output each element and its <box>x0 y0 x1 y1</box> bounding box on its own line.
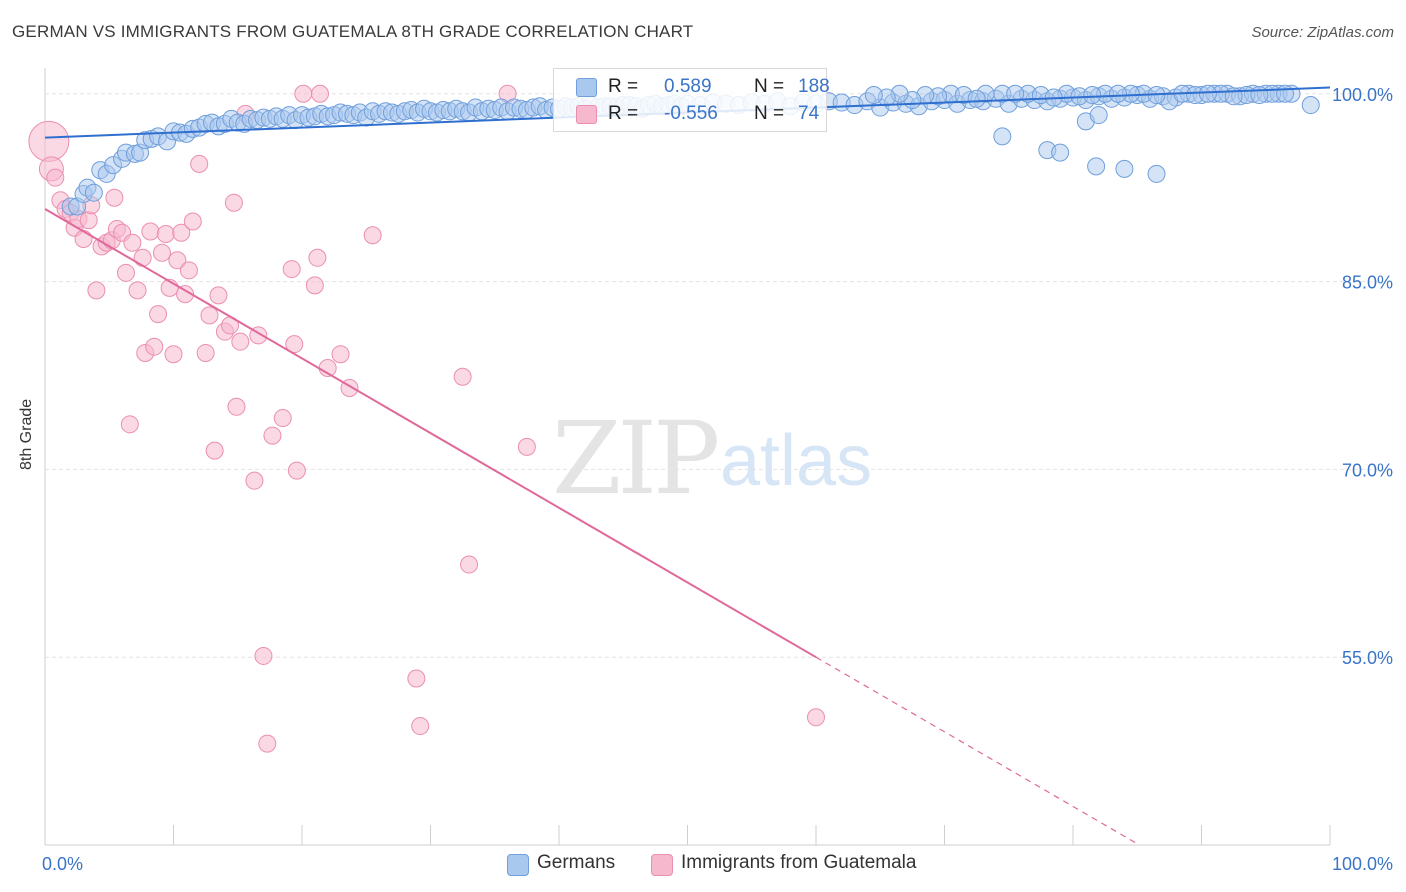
guatemala-point <box>46 168 65 187</box>
guatemala-point <box>141 222 160 241</box>
guatemala-point <box>200 306 219 325</box>
correlation-legend: R = 0.589 N = 188 R = -0.556 N = 74 <box>553 68 830 132</box>
guatemala-point <box>363 226 382 245</box>
legend-r-label: R = <box>608 76 639 97</box>
guatemala-point <box>308 248 327 267</box>
guatemala-point <box>28 120 70 162</box>
guatemala-point <box>460 555 479 574</box>
guatemala-point <box>231 332 250 351</box>
germans-point <box>1051 143 1070 162</box>
guatemala-point <box>282 260 301 279</box>
guatemala-point <box>227 397 246 416</box>
guatemala-point <box>105 188 124 207</box>
guatemala-point <box>254 646 273 665</box>
guatemala-point <box>517 437 536 456</box>
guatemala-point <box>263 426 282 445</box>
germans-point <box>1087 157 1106 176</box>
y-tick-label: 100.0% <box>1332 85 1393 105</box>
guatemala-point <box>205 441 224 460</box>
legend-n-label: N = <box>754 103 785 124</box>
watermark-zip: ZIP <box>552 400 720 517</box>
guatemala-point <box>145 337 164 356</box>
guatemala-point <box>152 243 171 262</box>
guatemala-point <box>87 281 106 300</box>
germans-point <box>1115 159 1134 178</box>
guatemala-trend-line <box>44 208 817 659</box>
guatemala-trend-extension <box>815 656 1138 845</box>
germans-point <box>1198 84 1217 103</box>
germans-point <box>1301 96 1320 115</box>
guatemala-point <box>273 409 292 428</box>
bottom-legend-swatch-germans <box>507 854 529 876</box>
guatemala-point <box>168 251 187 270</box>
x-tick-label: 100.0% <box>1332 854 1393 874</box>
y-tick-label: 55.0% <box>1342 648 1393 668</box>
guatemala-point <box>310 84 329 103</box>
guatemala-point <box>179 261 198 280</box>
guatemala-point <box>407 669 426 688</box>
tick-labels: 100.0% 85.0% 70.0% 55.0% 0.0% 100.0% <box>42 85 1393 874</box>
germans-point <box>1276 84 1295 103</box>
germans-point <box>1089 106 1108 125</box>
x-tick-label: 0.0% <box>42 854 83 874</box>
guatemala-point <box>133 248 152 267</box>
guatemala-point <box>287 461 306 480</box>
germans-point <box>1108 84 1127 103</box>
guatemala-point <box>164 345 183 364</box>
guatemala-point <box>331 345 350 364</box>
chart-title: GERMAN VS IMMIGRANTS FROM GUATEMALA 8TH … <box>12 22 694 41</box>
guatemala-point <box>74 230 93 249</box>
guatemala-point <box>176 285 195 304</box>
guatemala-point <box>245 471 264 490</box>
germans-point <box>967 89 986 108</box>
guatemala-point <box>123 233 142 252</box>
bottom-legend-swatch-guatemala <box>651 854 673 876</box>
chart-source: Source: ZipAtlas.com <box>1251 24 1394 41</box>
germans-point <box>1147 164 1166 183</box>
legend-swatch-germans <box>576 78 597 97</box>
guatemala-point <box>172 223 191 242</box>
guatemala-point <box>156 225 175 244</box>
legend-r-label: R = <box>608 103 639 124</box>
guatemala-point <box>196 343 215 362</box>
guatemala-point <box>183 212 202 231</box>
grid-layer <box>45 93 1390 658</box>
y-tick-label: 70.0% <box>1342 460 1393 480</box>
watermark-atlas: atlas <box>720 421 873 501</box>
germans-point <box>1006 84 1025 103</box>
legend-n-value: 188 <box>798 76 830 97</box>
bottom-legend-label-guatemala: Immigrants from Guatemala <box>681 852 917 873</box>
bottom-legend-label-germans: Germans <box>537 852 616 873</box>
guatemala-point <box>807 708 825 727</box>
legend-n-value: 74 <box>798 103 820 124</box>
guatemala-points <box>28 84 825 753</box>
guatemala-point <box>120 415 139 434</box>
guatemala-point <box>128 281 147 300</box>
germans-point <box>864 86 883 105</box>
germans-point <box>1083 86 1102 105</box>
germans-point <box>84 183 103 202</box>
legend-r-value: 0.589 <box>664 76 712 97</box>
guatemala-point <box>294 84 313 103</box>
guatemala-point <box>224 193 243 212</box>
germans-point <box>993 127 1012 146</box>
legend-r-value: -0.556 <box>664 103 718 124</box>
guatemala-point <box>190 154 209 173</box>
guatemala-point <box>149 305 168 324</box>
legend-n-label: N = <box>754 76 785 97</box>
guatemala-point <box>258 734 277 753</box>
legend-swatch-guatemala <box>576 105 597 124</box>
guatemala-point <box>116 263 135 282</box>
guatemala-point <box>453 367 472 386</box>
axis-layer <box>44 68 1331 846</box>
guatemala-point <box>411 717 430 736</box>
guatemala-point <box>209 286 228 305</box>
y-axis-label: 8th Grade <box>18 398 35 470</box>
y-tick-label: 85.0% <box>1342 273 1393 293</box>
guatemala-point <box>79 211 98 230</box>
guatemala-point <box>285 335 304 354</box>
guatemala-point <box>305 276 324 295</box>
